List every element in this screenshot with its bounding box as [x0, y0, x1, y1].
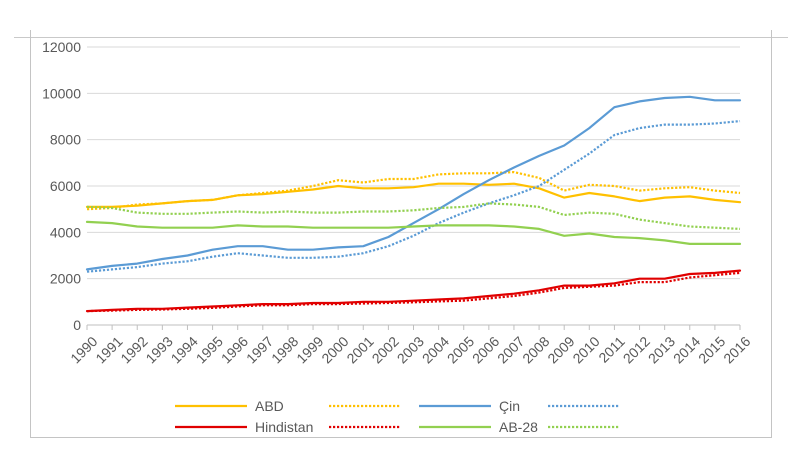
y-tick-label: 10000	[42, 85, 81, 101]
x-tick-label: 2000	[318, 333, 351, 366]
y-tick-label: 0	[73, 317, 81, 333]
frame-tick-right	[771, 30, 772, 39]
x-tick-label: 2007	[494, 333, 527, 366]
x-tick-label: 1993	[142, 333, 175, 366]
x-tick-label: 2003	[394, 333, 427, 366]
x-tick-label: 2010	[569, 333, 602, 366]
x-tick-label: 2013	[645, 333, 678, 366]
y-tick-label: 12000	[42, 39, 81, 55]
legend-label-6: AB-28	[499, 419, 538, 435]
x-tick-label: 2009	[544, 333, 577, 366]
x-tick-label: 2016	[720, 333, 753, 366]
x-tick-label: 1997	[243, 333, 276, 366]
y-tick-label: 2000	[50, 271, 81, 287]
x-tick-label: 2004	[419, 333, 452, 366]
x-tick-label: 2011	[595, 333, 628, 366]
frame-tick-left	[30, 30, 31, 39]
x-tick-label: 1996	[218, 333, 251, 366]
series-line-6	[85, 220, 742, 245]
legend-label-4: Hindistan	[255, 419, 313, 435]
x-tick-label: 1995	[193, 333, 226, 366]
x-axis: 1990199119921993199419951996199719981999…	[67, 324, 754, 367]
gridlines	[87, 46, 740, 280]
x-tick-label: 1990	[67, 333, 100, 366]
x-tick-label: 1994	[168, 333, 201, 366]
legend: ABD Çin Hindistan AB-28	[175, 398, 620, 435]
x-tick-label: 1991	[92, 333, 125, 366]
series-line-4	[85, 269, 742, 313]
legend-label-2: Çin	[499, 398, 520, 414]
series-lines	[85, 95, 742, 313]
x-tick-label: 1999	[293, 333, 326, 366]
y-tick-label: 6000	[50, 178, 81, 194]
y-tick-label: 4000	[50, 224, 81, 240]
series-line-3	[86, 120, 741, 273]
x-tick-label: 2006	[469, 333, 502, 366]
x-tick-label: 2012	[620, 333, 653, 366]
top-divider	[14, 37, 788, 38]
x-tick-label: 1992	[117, 333, 150, 366]
x-tick-label: 2005	[444, 333, 477, 366]
series-line-5	[86, 271, 741, 313]
x-tick-label: 2014	[670, 333, 703, 366]
x-tick-label: 2015	[695, 333, 728, 366]
series-line-1	[86, 171, 741, 211]
series-line-0	[85, 182, 742, 208]
series-line-7	[86, 202, 741, 230]
x-tick-label: 2001	[343, 333, 376, 366]
series-line-2	[85, 95, 742, 271]
x-tick-label: 2008	[519, 333, 552, 366]
chart-frame	[30, 38, 772, 438]
y-tick-label: 8000	[50, 132, 81, 148]
y-axis: 0 2000 4000 6000 8000 10000 12000	[42, 39, 81, 333]
x-tick-label: 2002	[369, 333, 402, 366]
x-tick-label: 1998	[268, 333, 301, 366]
legend-label-0: ABD	[255, 398, 284, 414]
